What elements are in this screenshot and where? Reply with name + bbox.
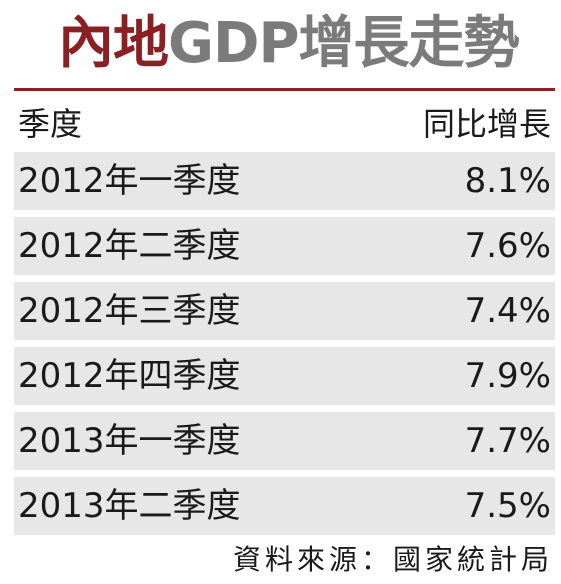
- table-row: 2013年二季度 7.5%: [14, 477, 555, 535]
- table-row: 2012年四季度 7.9%: [14, 347, 555, 405]
- column-header-quarter: 季度: [18, 105, 83, 143]
- table-row: 2012年二季度 7.6%: [14, 217, 555, 275]
- growth-value-cell: 7.9%: [464, 356, 551, 396]
- chart-title: 內地GDP增長走勢: [58, 4, 519, 84]
- title-rest: GDP增長走勢: [168, 11, 519, 76]
- quarter-cell: 2012年二季度: [18, 226, 241, 266]
- title-highlight: 內地: [58, 11, 169, 76]
- table-row: 2013年一季度 7.7%: [14, 412, 555, 470]
- growth-value-cell: 8.1%: [464, 161, 551, 201]
- growth-value-cell: 7.4%: [464, 291, 551, 331]
- column-header-growth: 同比增長: [422, 105, 551, 143]
- growth-value-cell: 7.5%: [464, 486, 551, 526]
- table-header: 季度 同比增長: [14, 100, 555, 148]
- table-body: 2012年一季度 8.1% 2012年二季度 7.6% 2012年三季度 7.4% 2012…: [14, 152, 555, 542]
- quarter-cell: 2012年一季度: [18, 161, 241, 201]
- table-row: 2012年三季度 7.4%: [14, 282, 555, 340]
- table-row: 2012年一季度 8.1%: [14, 152, 555, 210]
- quarter-cell: 2012年四季度: [18, 356, 241, 396]
- growth-value-cell: 7.7%: [464, 421, 551, 461]
- quarter-cell: 2012年三季度: [18, 291, 241, 331]
- source-note: 資料來源：國家統計局: [232, 543, 553, 576]
- title-divider: [14, 88, 555, 91]
- growth-value-cell: 7.6%: [464, 226, 551, 266]
- quarter-cell: 2013年二季度: [18, 486, 241, 526]
- quarter-cell: 2013年一季度: [18, 421, 241, 461]
